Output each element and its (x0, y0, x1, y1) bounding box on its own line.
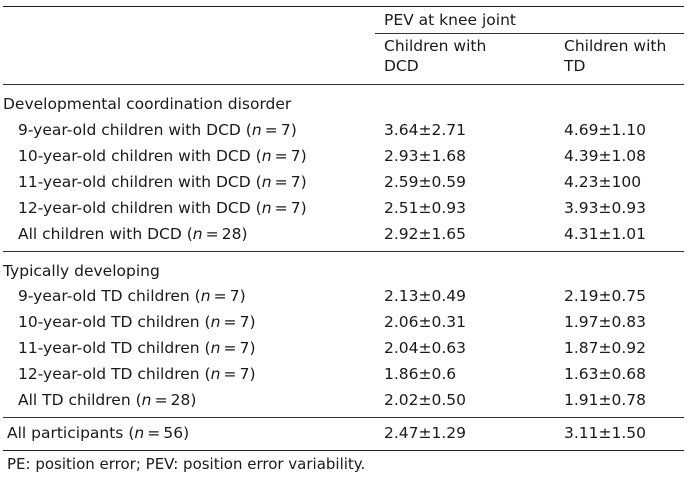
row-label-text: 12-year-old TD children (18, 365, 200, 383)
row-label-text: All children with DCD (18, 224, 182, 243)
value-dcd: 2.04±0.63 (384, 339, 467, 357)
n-value: 7 (229, 287, 240, 305)
table-row: 10-year-old TD children (n = 7) 2.06±0.31… (3, 310, 684, 336)
n-value: 28 (221, 224, 242, 243)
table-row: 12-year-old children with DCD (n = 7) 2.5… (3, 195, 684, 221)
results-table: PEV at knee joint Children with DCD Child… (3, 6, 684, 451)
value-td: 3.93±0.93 (564, 198, 647, 217)
col-header-td: Children with TD (564, 33, 684, 85)
value-td: 4.69±1.10 (564, 120, 647, 139)
total-row: All participants (n = 56) 2.47±1.29 3.11±1… (3, 417, 684, 451)
n-value: 7 (280, 120, 291, 139)
n-symbol: n (261, 172, 272, 191)
row-label-text: 9-year-old TD children (18, 287, 190, 305)
row-label: 12-year-old TD children (n = 7) (18, 365, 256, 383)
row-label: 9-year-old children with DCD (n = 7) (18, 120, 297, 139)
n-value: 7 (290, 198, 301, 217)
row-label-text: All TD children (18, 391, 131, 409)
value-td: 2.19±0.75 (564, 287, 647, 305)
n-value: 7 (290, 172, 301, 191)
row-label-text: 11-year-old TD children (18, 339, 200, 357)
row-label: All TD children (n = 28) (3, 387, 375, 418)
row-label: 10-year-old TD children (n = 7) (18, 313, 256, 331)
value-td: 4.23±100 (564, 172, 642, 191)
table-row: 10-year-old children with DCD (n = 7) 2.9… (3, 143, 684, 169)
value-dcd: 2.59±0.59 (384, 172, 467, 191)
row-label: All children with DCD (n = 28) (3, 221, 375, 252)
value-td: 1.97±0.83 (564, 313, 647, 331)
table-header-row: PEV at knee joint (3, 6, 684, 34)
value-td: 1.87±0.92 (564, 339, 647, 357)
row-label-text: 10-year-old TD children (18, 313, 200, 331)
value-td: 4.39±1.08 (564, 146, 647, 165)
row-label: 11-year-old children with DCD (n = 7) (18, 172, 307, 191)
value-dcd: 2.13±0.49 (384, 287, 467, 305)
n-value: 7 (239, 313, 250, 331)
value-dcd: 2.93±1.68 (384, 146, 467, 165)
row-label-text: All participants (7, 424, 124, 442)
group-title: Typically developing (3, 261, 160, 280)
row-label: 11-year-old TD children (n = 7) (18, 339, 256, 357)
table-row: 11-year-old children with DCD (n = 7) 2.5… (3, 169, 684, 195)
row-label-text: 10-year-old children with DCD (18, 146, 251, 165)
group-header-row: Typically developing (3, 251, 684, 284)
n-value: 7 (239, 365, 250, 383)
n-symbol: n (200, 287, 211, 305)
row-label-text: 12-year-old children with DCD (18, 198, 251, 217)
table-row: 9-year-old TD children (n = 7) 2.13±0.49 2… (3, 284, 684, 310)
table-footnote: PE: position error; PEV: position error … (7, 455, 366, 473)
col-header-dcd: Children with DCD (375, 33, 564, 85)
value-dcd: 2.06±0.31 (384, 313, 467, 331)
row-label: 9-year-old TD children (n = 7) (18, 287, 246, 305)
column-header-row: Children with DCD Children with TD (3, 33, 684, 85)
row-label-text: 11-year-old children with DCD (18, 172, 251, 191)
total-value-dcd: 2.47±1.29 (375, 417, 564, 451)
value-td: 1.91±0.78 (564, 387, 684, 418)
table-row: 12-year-old TD children (n = 7) 1.86±0.6 1… (3, 362, 684, 388)
table-row: All children with DCD (n = 28) 2.92±1.65 4… (3, 221, 684, 252)
n-symbol: n (192, 224, 203, 243)
group-header-row: Developmental coordination disorder (3, 85, 684, 118)
value-dcd: 2.51±0.93 (384, 198, 467, 217)
row-label-text: 9-year-old children with DCD (18, 120, 241, 139)
value-dcd: 3.64±2.71 (384, 120, 467, 139)
group-title: Developmental coordination disorder (3, 95, 292, 113)
n-symbol: n (261, 198, 272, 217)
row-label: All participants (n = 56) (3, 417, 375, 451)
table-row: 9-year-old children with DCD (n = 7) 3.64… (3, 117, 684, 143)
n-value: 7 (239, 339, 250, 357)
n-symbol: n (141, 391, 152, 409)
n-symbol: n (261, 146, 272, 165)
value-td: 1.63±0.68 (564, 365, 647, 383)
n-symbol: n (251, 120, 262, 139)
n-symbol: n (210, 365, 221, 383)
value-dcd: 2.02±0.50 (375, 387, 564, 418)
n-value: 7 (290, 146, 301, 165)
n-symbol: n (134, 424, 145, 442)
row-label: 12-year-old children with DCD (n = 7) (18, 198, 307, 217)
n-value: 56 (163, 424, 184, 442)
table-row: 11-year-old TD children (n = 7) 2.04±0.63… (3, 336, 684, 362)
n-symbol: n (210, 339, 221, 357)
value-dcd: 1.86±0.6 (384, 365, 457, 383)
n-value: 28 (170, 391, 191, 409)
value-td: 4.31±1.01 (564, 221, 684, 252)
table-row: All TD children (n = 28) 2.02±0.50 1.91±0.… (3, 387, 684, 418)
spanning-header: PEV at knee joint (375, 6, 684, 34)
total-value-td: 3.11±1.50 (564, 417, 684, 451)
n-symbol: n (210, 313, 221, 331)
row-label: 10-year-old children with DCD (n = 7) (18, 146, 307, 165)
value-dcd: 2.92±1.65 (375, 221, 564, 252)
